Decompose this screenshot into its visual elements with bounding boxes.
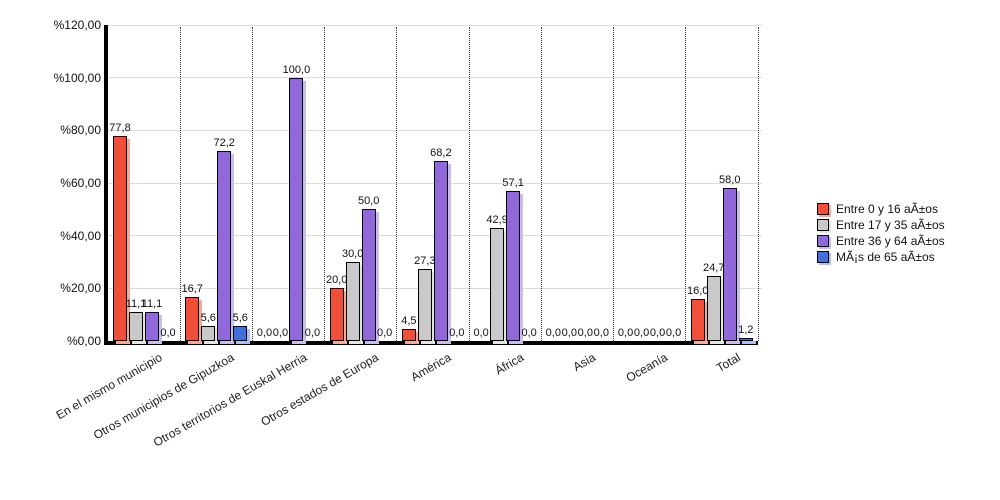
category-separator <box>396 27 398 341</box>
y-axis-label: %60,00 <box>60 176 101 190</box>
plot-area: 77,8 16,7 0,0 20,0 4,5 0,0 0,0 0,0 16,0 11,1 5,6 0,… <box>104 24 762 345</box>
y-axis-label: %0,00 <box>66 334 101 348</box>
bar-value-label: 77,8 <box>109 122 131 135</box>
bar-value-label: 24,7 <box>703 261 725 274</box>
bar-value-label: 5,6 <box>232 312 248 325</box>
bar <box>185 297 200 341</box>
bar-value-label: 5,6 <box>200 312 216 325</box>
bar <box>361 209 376 341</box>
bar <box>706 275 721 341</box>
bar-value-label: 4,5 <box>401 315 417 328</box>
bar <box>738 337 753 341</box>
x-axis-label: África <box>492 350 526 378</box>
bar-value-label: 72,2 <box>213 136 235 149</box>
x-axis-label: Oceanía <box>623 350 671 385</box>
y-axis-label: %20,00 <box>60 281 101 296</box>
legend-swatch-icon <box>817 251 829 263</box>
category-separator <box>540 27 542 341</box>
legend-label: Entre 36 y 64 aÃ±os <box>836 234 945 248</box>
bar-value-label: 0,0 <box>561 327 577 339</box>
bar-value-label: 1,2 <box>738 323 754 336</box>
bar-value-label: 16,0 <box>687 284 709 297</box>
y-axis-label: %100,00 <box>53 70 101 85</box>
legend-label: Entre 0 y 16 aÃ±os <box>836 202 938 216</box>
bar-value-label: 0,0 <box>649 327 666 339</box>
bar <box>345 262 360 341</box>
category-separator <box>757 27 759 341</box>
bar-value-label: 0,0 <box>577 327 593 339</box>
bar-value-label: 11,1 <box>125 297 147 310</box>
bar <box>217 150 232 341</box>
bar-value-label: 0,0 <box>449 327 465 339</box>
bar <box>690 298 705 341</box>
bar <box>113 136 127 341</box>
bar-value-label: 50,0 <box>357 195 380 208</box>
legend-item: Entre 17 y 35 aÃ±os <box>817 217 945 233</box>
y-axis-label: %40,00 <box>60 228 101 243</box>
bar-value-label: 0,0 <box>377 327 393 339</box>
y-axis-label: %120,00 <box>53 18 101 32</box>
category-separator <box>685 27 687 341</box>
bar <box>417 269 432 341</box>
category-separator <box>179 27 181 341</box>
y-axis-label: %80,00 <box>60 123 101 138</box>
category-separator <box>468 27 470 341</box>
bar-value-label: 68,2 <box>430 147 452 160</box>
bar-value-label: 0,0 <box>633 327 650 339</box>
x-axis-label: América <box>408 350 454 385</box>
x-axis-label: Total <box>713 350 743 375</box>
bar-value-label: 0,0 <box>272 327 289 339</box>
bar-value-label: 0,0 <box>473 327 489 339</box>
bar <box>722 188 737 341</box>
bar <box>201 326 216 341</box>
bar-value-label: 0,0 <box>521 327 537 339</box>
legend-label: Entre 17 y 35 aÃ±os <box>836 218 945 232</box>
bar <box>129 311 143 341</box>
legend-item: Entre 0 y 16 aÃ±os <box>817 201 945 217</box>
bar-value-label: 11,1 <box>141 297 163 310</box>
bar-value-label: 57,1 <box>502 176 524 189</box>
legend-item: MÃ¡s de 65 aÃ±os <box>817 249 945 265</box>
x-axis-label: Otros estados de Europa <box>258 350 382 429</box>
bar <box>289 77 304 341</box>
bar-value-label: 0,0 <box>160 327 176 339</box>
bar-value-label: 20,0 <box>325 274 348 287</box>
category-separator <box>251 27 253 341</box>
grid-line <box>108 129 762 131</box>
bar-value-label: 0,0 <box>617 327 634 339</box>
category-separator <box>324 27 326 341</box>
bar <box>145 311 159 341</box>
bar-value-label: 100,0 <box>282 63 311 76</box>
bar <box>506 190 521 341</box>
x-axis-label: Asia <box>570 350 598 374</box>
bar-value-label: 0,0 <box>665 327 682 339</box>
bar-value-label: 42,9 <box>486 214 508 227</box>
grid-line <box>108 77 762 79</box>
bar-value-label: 0,0 <box>256 327 273 339</box>
legend-swatch-icon <box>817 203 829 215</box>
bar-value-label: 30,0 <box>341 248 364 260</box>
legend-swatch-icon <box>817 235 829 247</box>
legend-swatch-icon <box>817 219 829 231</box>
grid-line <box>108 24 762 26</box>
category-separator <box>613 27 615 341</box>
bar-value-label: 0,0 <box>593 327 609 339</box>
bar-value-label: 0,0 <box>545 327 561 339</box>
bar-value-label: 58,0 <box>719 174 741 187</box>
legend-item: Entre 36 y 64 aÃ±os <box>817 233 945 249</box>
bar <box>401 329 416 341</box>
bar-value-label: 16,7 <box>181 283 203 296</box>
bar <box>233 326 248 341</box>
bar-value-label: 27,3 <box>414 255 436 268</box>
bar-value-label: 0,0 <box>304 327 321 339</box>
bar <box>433 161 448 341</box>
bar <box>329 288 344 341</box>
legend: Entre 0 y 16 aÃ±os Entre 17 y 35 aÃ±os Ent… <box>817 201 945 265</box>
legend-label: MÃ¡s de 65 aÃ±os <box>836 250 935 264</box>
bar <box>490 228 505 341</box>
